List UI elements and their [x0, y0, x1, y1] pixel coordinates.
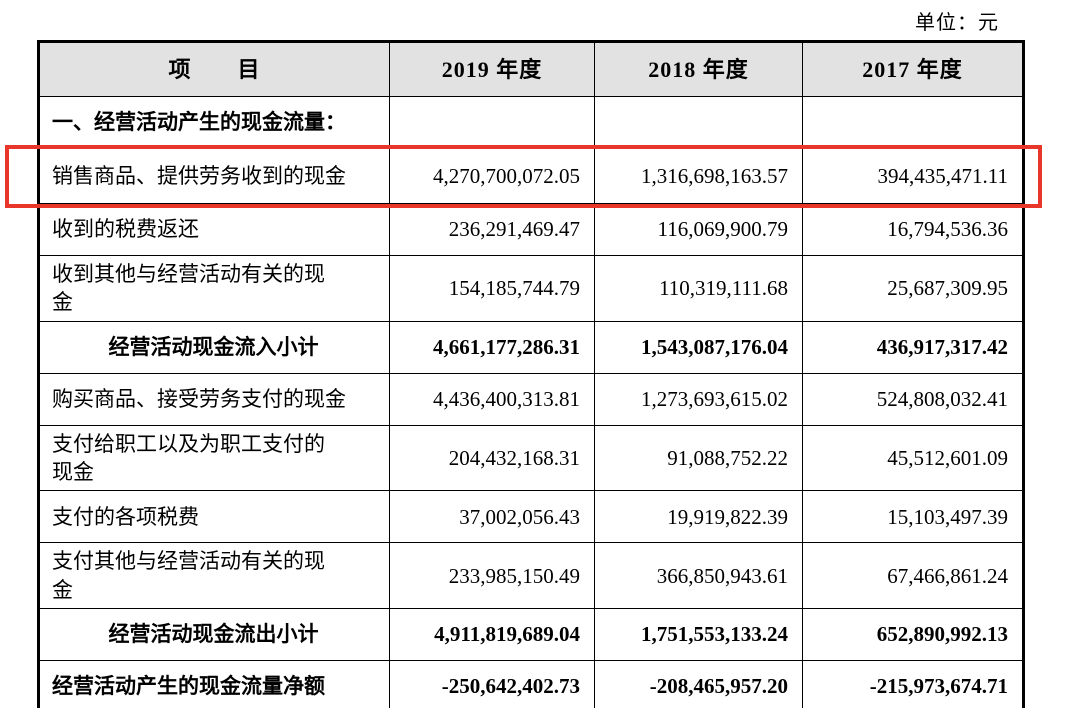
row-value: 1,273,693,615.02 — [594, 372, 803, 426]
row-label: 销售商品、提供劳务收到的现金 — [38, 148, 390, 204]
row-value: 37,002,056.43 — [389, 490, 595, 544]
row-value: 1,543,087,176.04 — [594, 320, 803, 374]
row-value: 1,316,698,163.57 — [594, 148, 803, 204]
table-row: 购买商品、接受劳务支付的现金 4,436,400,313.81 1,273,693,… — [38, 372, 1024, 426]
table-row: 经营活动产生的现金流量净额 -250,642,402.73 -208,465,957… — [38, 660, 1024, 708]
row-value: 67,466,861.24 — [802, 542, 1024, 610]
row-value: 4,436,400,313.81 — [389, 372, 595, 426]
row-value: 436,917,317.42 — [802, 320, 1024, 374]
table-row: 收到的税费返还 236,291,469.47 116,069,900.79 16,79… — [38, 203, 1024, 256]
row-value: 116,069,900.79 — [594, 203, 803, 256]
row-label: 经营活动现金流入小计 — [38, 320, 390, 374]
row-value: 45,512,601.09 — [802, 424, 1024, 492]
unit-label: 单位：元 — [915, 12, 999, 34]
table-row: 支付给职工以及为职工支付的 现金 204,432,168.31 91,088,752… — [38, 424, 1024, 492]
row-label: 收到的税费返还 — [38, 203, 390, 256]
table-body: 一、经营活动产生的现金流量： 销售商品、提供劳务收到的现金 4,270,700,07… — [38, 96, 1024, 708]
table-row: 支付其他与经营活动有关的现 金 233,985,150.49 366,850,943… — [38, 542, 1024, 610]
row-label: 购买商品、接受劳务支付的现金 — [38, 372, 390, 426]
row-value — [802, 96, 1024, 149]
row-value: 236,291,469.47 — [389, 203, 595, 256]
row-label: 支付给职工以及为职工支付的 现金 — [38, 424, 390, 492]
column-header-2017: 2017 年度 — [802, 41, 1024, 97]
row-value: -250,642,402.73 — [389, 660, 595, 708]
row-value: 652,890,992.13 — [802, 608, 1024, 662]
table-row: 经营活动现金流出小计 4,911,819,689.04 1,751,553,133.… — [38, 608, 1024, 662]
column-header-2018: 2018 年度 — [594, 41, 803, 97]
row-value: 204,432,168.31 — [389, 424, 595, 492]
row-label: 经营活动产生的现金流量净额 — [38, 660, 390, 708]
column-header-2019: 2019 年度 — [389, 41, 595, 97]
highlighted-row: 销售商品、提供劳务收到的现金 4,270,700,072.05 1,316,698,… — [38, 148, 1024, 204]
row-value: 15,103,497.39 — [802, 490, 1024, 544]
row-value: 4,911,819,689.04 — [389, 608, 595, 662]
column-header-item: 项 目 — [38, 41, 390, 97]
row-label: 一、经营活动产生的现金流量： — [38, 96, 390, 149]
row-value: 4,270,700,072.05 — [389, 148, 595, 204]
row-value: 394,435,471.11 — [802, 148, 1024, 204]
table-row: 经营活动现金流入小计 4,661,177,286.31 1,543,087,176.… — [38, 320, 1024, 374]
row-value: 91,088,752.22 — [594, 424, 803, 492]
row-label: 经营活动现金流出小计 — [38, 608, 390, 662]
row-value: -208,465,957.20 — [594, 660, 803, 708]
table-header: 项 目 2019 年度 2018 年度 2017 年度 — [38, 41, 1024, 97]
table-row: 收到其他与经营活动有关的现 金 154,185,744.79 110,319,111… — [38, 255, 1024, 322]
row-value: 233,985,150.49 — [389, 542, 595, 610]
section-row: 一、经营活动产生的现金流量： — [38, 96, 1024, 149]
row-value: 19,919,822.39 — [594, 490, 803, 544]
row-value: 1,751,553,133.24 — [594, 608, 803, 662]
cash-flow-table: 项 目 2019 年度 2018 年度 2017 年度 一、经营活动产生的现金流… — [37, 40, 1025, 708]
row-value: 25,687,309.95 — [802, 255, 1024, 322]
header-row: 项 目 2019 年度 2018 年度 2017 年度 — [38, 41, 1024, 97]
row-value: 110,319,111.68 — [594, 255, 803, 322]
row-label: 支付其他与经营活动有关的现 金 — [38, 542, 390, 610]
table-row: 支付的各项税费 37,002,056.43 19,919,822.39 15,103,… — [38, 490, 1024, 544]
row-value: 154,185,744.79 — [389, 255, 595, 322]
row-value — [389, 96, 595, 149]
row-value: 4,661,177,286.31 — [389, 320, 595, 374]
row-value — [594, 96, 803, 149]
row-value: 16,794,536.36 — [802, 203, 1024, 256]
row-label: 支付的各项税费 — [38, 490, 390, 544]
row-value: -215,973,674.71 — [802, 660, 1024, 708]
row-value: 524,808,032.41 — [802, 372, 1024, 426]
row-label: 收到其他与经营活动有关的现 金 — [38, 255, 390, 322]
row-value: 366,850,943.61 — [594, 542, 803, 610]
